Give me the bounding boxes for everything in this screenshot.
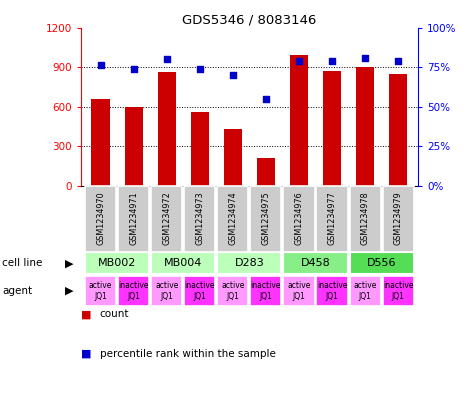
Bar — [85, 276, 116, 306]
Bar — [151, 276, 182, 306]
Point — [328, 57, 336, 64]
Bar — [284, 276, 314, 306]
Text: GSM1234977: GSM1234977 — [328, 192, 336, 246]
Bar — [257, 158, 275, 185]
Text: GSM1234973: GSM1234973 — [195, 192, 204, 245]
Point — [262, 95, 270, 102]
Bar — [323, 71, 341, 185]
Bar — [151, 185, 182, 252]
Point — [130, 66, 137, 72]
Bar — [383, 276, 414, 306]
Text: GSM1234976: GSM1234976 — [294, 192, 304, 245]
Bar — [118, 276, 149, 306]
Text: inactive
JQ1: inactive JQ1 — [317, 281, 347, 301]
Bar — [217, 276, 248, 306]
Text: GSM1234971: GSM1234971 — [129, 192, 138, 245]
Bar — [92, 99, 110, 185]
Text: GSM1234979: GSM1234979 — [394, 192, 403, 246]
Text: inactive
JQ1: inactive JQ1 — [251, 281, 281, 301]
Point — [196, 66, 204, 72]
Text: MB002: MB002 — [98, 258, 136, 268]
Text: ■: ■ — [81, 309, 91, 320]
Text: active
JQ1: active JQ1 — [353, 281, 377, 301]
Bar — [190, 112, 209, 185]
Text: active
JQ1: active JQ1 — [221, 281, 245, 301]
Text: percentile rank within the sample: percentile rank within the sample — [100, 349, 276, 359]
Bar — [151, 252, 215, 274]
Text: count: count — [100, 309, 129, 320]
Bar — [350, 185, 380, 252]
Text: inactive
JQ1: inactive JQ1 — [383, 281, 413, 301]
Bar — [85, 185, 116, 252]
Bar — [224, 129, 242, 185]
Text: inactive
JQ1: inactive JQ1 — [184, 281, 215, 301]
Point — [97, 62, 104, 69]
Text: D283: D283 — [235, 258, 264, 268]
Text: GSM1234972: GSM1234972 — [162, 192, 171, 246]
Bar — [85, 252, 149, 274]
Text: GSM1234978: GSM1234978 — [361, 192, 370, 245]
Bar — [158, 72, 176, 185]
Bar — [284, 185, 314, 252]
Title: GDS5346 / 8083146: GDS5346 / 8083146 — [182, 13, 316, 26]
Text: active
JQ1: active JQ1 — [155, 281, 179, 301]
Bar — [217, 252, 282, 274]
Text: D458: D458 — [301, 258, 331, 268]
Text: active
JQ1: active JQ1 — [287, 281, 311, 301]
Point — [163, 56, 171, 62]
Bar — [290, 55, 308, 185]
Point — [295, 57, 303, 64]
Text: GSM1234970: GSM1234970 — [96, 192, 105, 245]
Text: GSM1234975: GSM1234975 — [261, 192, 270, 246]
Text: ▶: ▶ — [65, 286, 73, 296]
Bar — [350, 276, 380, 306]
Bar — [383, 185, 414, 252]
Bar — [118, 185, 149, 252]
Bar — [250, 276, 282, 306]
Bar — [184, 276, 215, 306]
Bar — [389, 73, 407, 185]
Text: cell line: cell line — [2, 258, 43, 268]
Bar — [316, 185, 348, 252]
Point — [361, 54, 369, 61]
Text: D556: D556 — [367, 258, 396, 268]
Text: active
JQ1: active JQ1 — [89, 281, 112, 301]
Point — [394, 57, 402, 64]
Bar — [250, 185, 282, 252]
Text: agent: agent — [2, 286, 32, 296]
Bar — [124, 107, 143, 185]
Bar — [356, 67, 374, 185]
Bar — [316, 276, 348, 306]
Text: GSM1234974: GSM1234974 — [228, 192, 238, 245]
Bar — [284, 252, 348, 274]
Bar — [217, 185, 248, 252]
Text: MB004: MB004 — [164, 258, 202, 268]
Text: ▶: ▶ — [65, 258, 73, 268]
Text: inactive
JQ1: inactive JQ1 — [118, 281, 149, 301]
Text: ■: ■ — [81, 349, 91, 359]
Bar — [184, 185, 215, 252]
Bar — [350, 252, 414, 274]
Point — [229, 72, 237, 78]
